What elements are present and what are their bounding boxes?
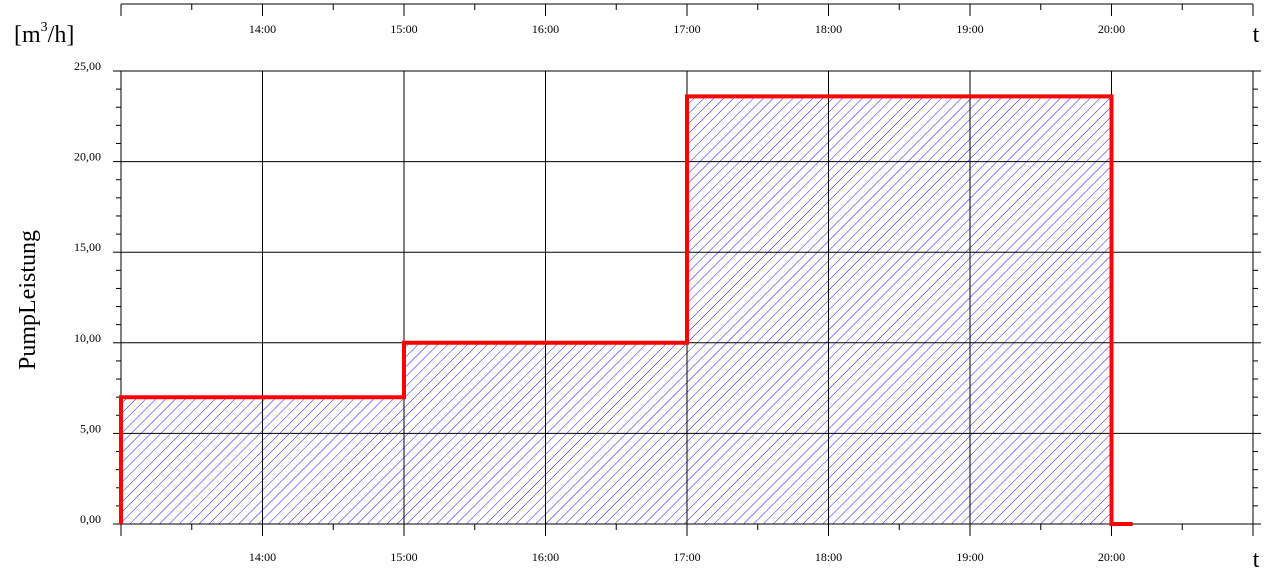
series-line <box>119 94 1133 526</box>
unit-label: [m3/h] <box>14 20 74 48</box>
y-tick-label: 20,00 <box>74 150 101 164</box>
x-axis-label-top: t <box>1253 22 1260 48</box>
y-tick-label: 10,00 <box>74 331 101 345</box>
x-tick-label-top: 18:00 <box>815 22 842 36</box>
x-tick-label-top: 20:00 <box>1098 22 1125 36</box>
x-tick-label-top: 17:00 <box>673 22 700 36</box>
x-tick-label-top: 15:00 <box>390 22 417 36</box>
x-tick-label: 17:00 <box>673 550 700 564</box>
x-tick-labels-bottom: 14:00 15:00 16:00 17:00 18:00 19:00 20:00 <box>249 550 1125 564</box>
y-tick-label: 15,00 <box>74 240 101 254</box>
x-tick-label: 20:00 <box>1098 550 1125 564</box>
x-tick-label: 19:00 <box>956 550 983 564</box>
x-tick-labels-top: 14:00 15:00 16:00 17:00 18:00 19:00 20:00 <box>249 22 1125 36</box>
x-tick-label: 18:00 <box>815 550 842 564</box>
x-tick-label: 16:00 <box>532 550 559 564</box>
y-tick-labels: 0,00 5,00 10,00 15,00 20,00 25,00 <box>74 59 101 526</box>
x-tick-label-top: 19:00 <box>956 22 983 36</box>
x-tick-label-top: 16:00 <box>532 22 559 36</box>
x-tick-label-top: 14:00 <box>249 22 276 36</box>
right-axis-ticks <box>1253 70 1261 525</box>
y-axis-label: PumpLeistung <box>15 230 41 370</box>
x-tick-label: 14:00 <box>249 550 276 564</box>
top-axis-ticks <box>120 4 1254 16</box>
y-tick-label: 25,00 <box>74 59 101 73</box>
x-axis-label: t <box>1253 547 1260 573</box>
x-tick-label: 15:00 <box>390 550 417 564</box>
bottom-axis-ticks <box>120 524 1254 536</box>
area-fill <box>121 96 1133 524</box>
y-tick-label: 0,00 <box>80 512 101 526</box>
y-tick-label: 5,00 <box>80 421 101 435</box>
